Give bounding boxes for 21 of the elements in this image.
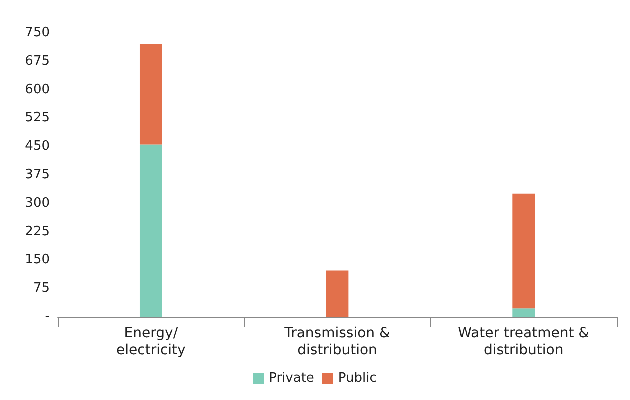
y-tick-label: 150 — [25, 252, 50, 268]
bar — [512, 194, 536, 309]
bar — [140, 44, 162, 145]
bar — [512, 308, 536, 317]
y-tick-label: 600 — [25, 82, 50, 98]
y-tick-label: 450 — [25, 139, 50, 154]
y-tick-label: - — [45, 310, 50, 324]
y-tick-label: 750 — [25, 26, 50, 40]
legend-label: Public — [338, 371, 377, 386]
y-tick-label: 300 — [25, 196, 50, 211]
y-tick-label: 675 — [25, 54, 50, 69]
bar — [326, 270, 349, 317]
y-tick-label: 525 — [25, 110, 50, 126]
legend-label: Private — [269, 371, 314, 386]
x-tick-label: Energy/ electricity — [116, 326, 186, 358]
x-tick-label: Water treatment & distribution — [458, 326, 590, 358]
bar — [140, 144, 162, 317]
y-tick-label: 225 — [25, 224, 50, 240]
y-tick-label: 375 — [25, 168, 50, 182]
x-tick-label: Transmission & distribution — [284, 326, 390, 358]
y-tick-label: 75 — [33, 281, 50, 296]
